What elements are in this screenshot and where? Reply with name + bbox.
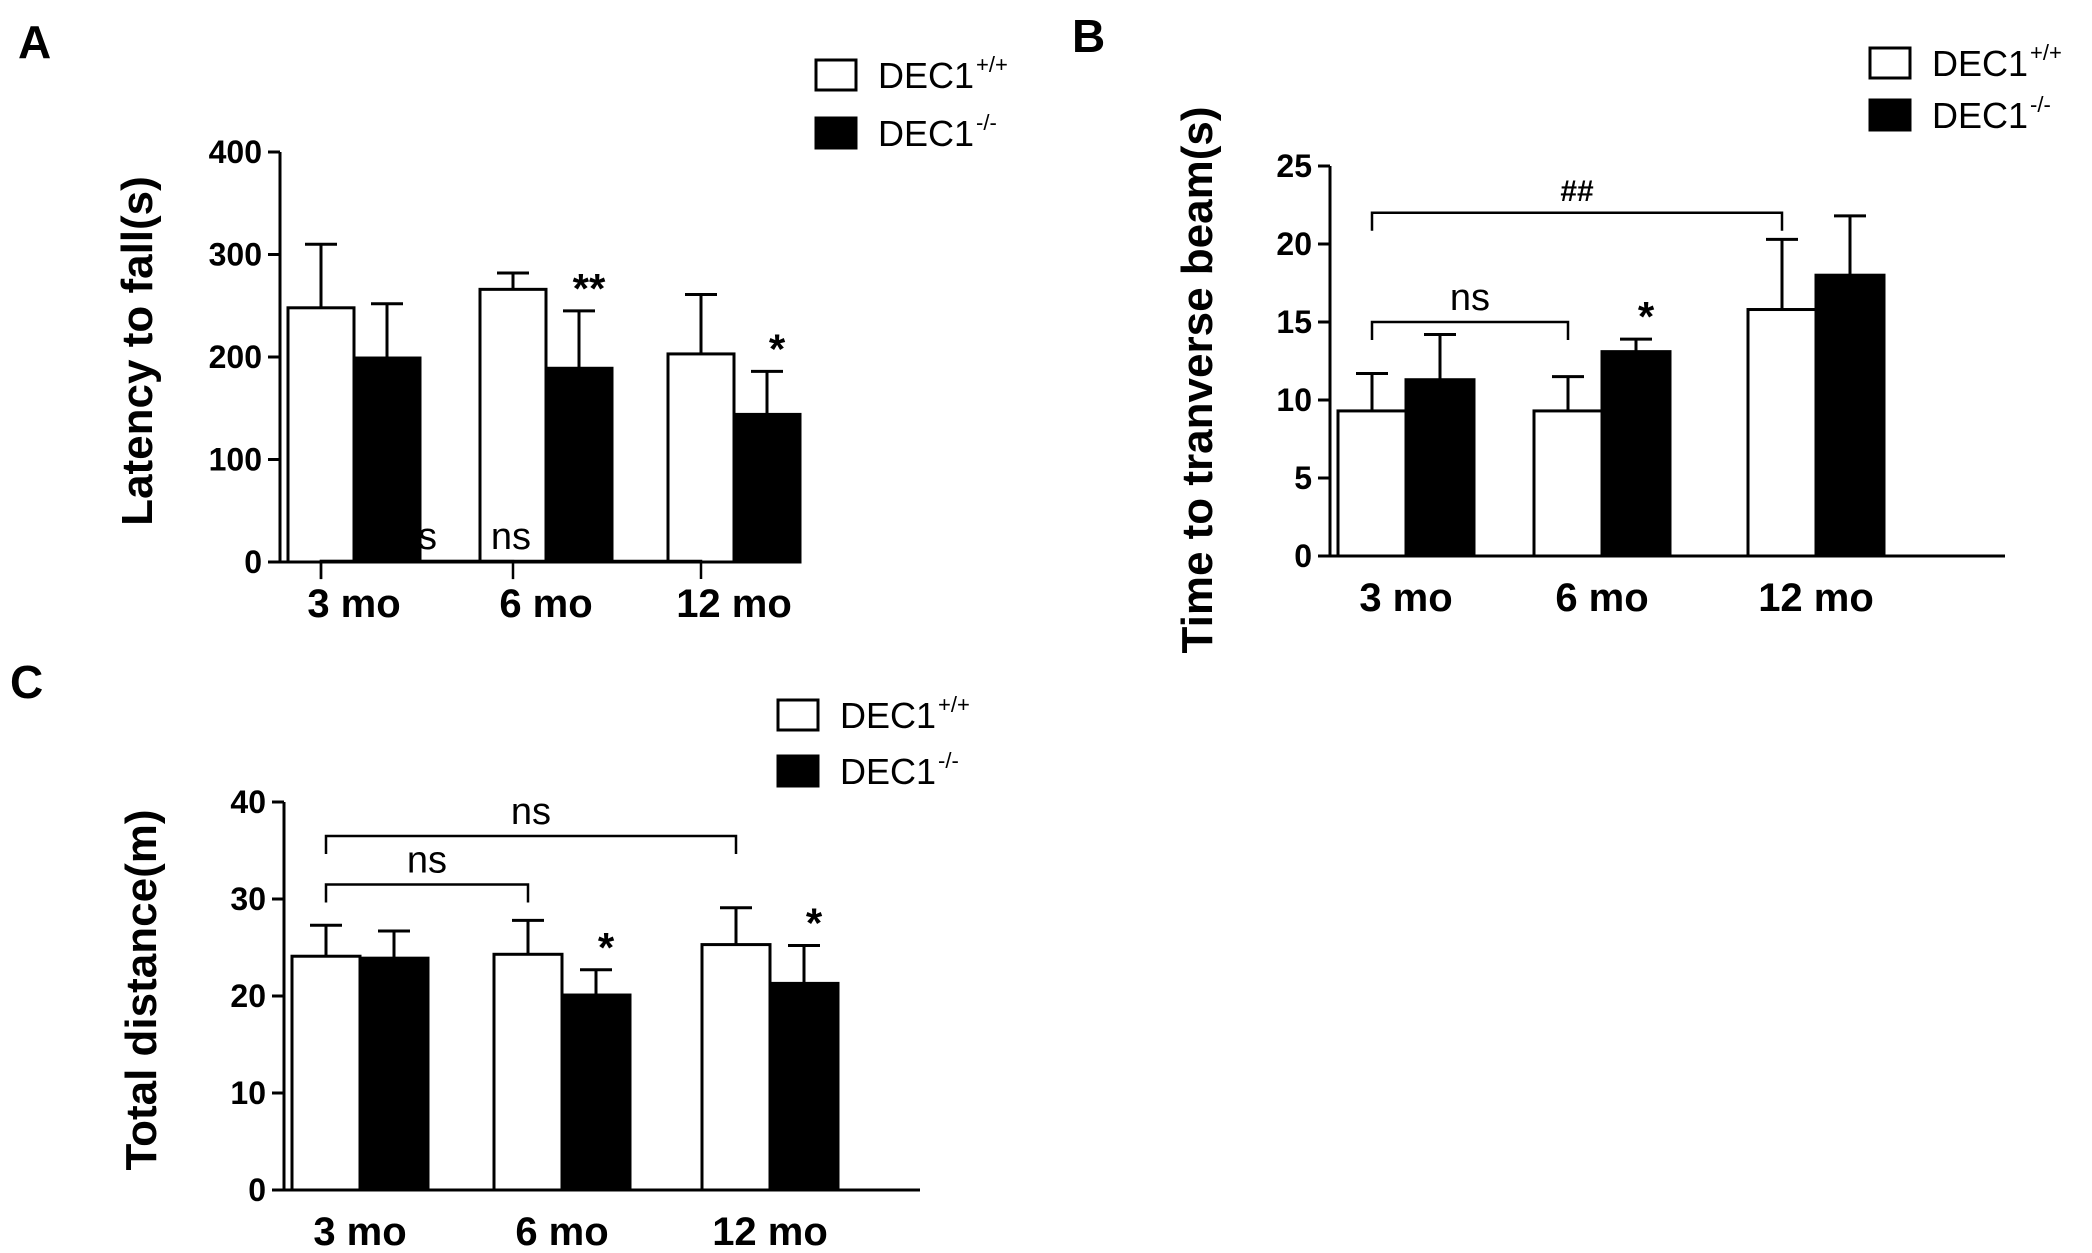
bars <box>290 906 840 1192</box>
x-tick-label: 6 mo <box>499 582 592 626</box>
legend-label: DEC1 <box>878 55 974 96</box>
bars <box>286 242 802 564</box>
bar <box>290 954 362 1192</box>
y-tick-label: 20 <box>1276 226 1312 262</box>
significance-star: * <box>769 325 786 372</box>
bar <box>286 306 356 564</box>
legend-swatch <box>776 754 820 788</box>
bar <box>1404 378 1476 558</box>
x-tick-label: 3 mo <box>307 582 400 626</box>
bar <box>1814 273 1886 558</box>
significance-bracket <box>319 559 703 579</box>
bar <box>478 287 548 564</box>
axes: 0 100 200 300 400 3 mo 6 mo 12 mo <box>209 134 792 626</box>
significance-bracket <box>1370 320 1570 340</box>
y-tick-label: 200 <box>209 339 262 375</box>
y-tick-label: 15 <box>1276 304 1312 340</box>
legend-superscript: +/+ <box>2030 40 2062 65</box>
bar <box>544 366 614 564</box>
legend-label: DEC1 <box>1932 43 2028 84</box>
y-axis-label: Latency to fall(s) <box>113 176 162 526</box>
significance-bracket <box>324 883 530 903</box>
panel-b: B Time to tranverse beam(s) 0 5 10 15 20 25 3 … <box>1072 10 2062 653</box>
bar <box>666 352 736 564</box>
y-tick-label: 20 <box>230 978 266 1014</box>
bar <box>1532 409 1604 558</box>
bar <box>768 981 840 1192</box>
significance-star: * <box>1638 293 1655 340</box>
legend-superscript: +/+ <box>938 692 970 717</box>
x-tick-label: 6 mo <box>1555 576 1648 620</box>
legend-superscript: +/+ <box>976 52 1008 77</box>
y-axis-label: Time to tranverse beam(s) <box>1173 107 1222 654</box>
y-tick-label: 40 <box>230 784 266 820</box>
significance-label: ns <box>397 516 437 558</box>
y-tick-label: 30 <box>230 881 266 917</box>
legend-superscript: -/- <box>2030 92 2051 117</box>
annotations: ns ## * <box>1370 175 1784 340</box>
legend-superscript: -/- <box>976 110 997 135</box>
bar <box>358 956 430 1192</box>
significance-star: ** <box>573 265 606 312</box>
x-tick-label: 3 mo <box>313 1210 406 1253</box>
legend-swatch <box>814 58 858 92</box>
y-tick-label: 10 <box>1276 382 1312 418</box>
bar <box>352 356 422 564</box>
significance-bracket <box>319 559 515 580</box>
y-tick-label: 5 <box>1294 460 1312 496</box>
bar <box>732 412 802 564</box>
legend: DEC1 +/+DEC1 -/- <box>1868 40 2062 136</box>
legend-swatch <box>814 116 858 150</box>
annotations: ns ns * * <box>324 791 823 971</box>
significance-label: ns <box>511 791 551 833</box>
legend: DEC1 +/+DEC1 -/- <box>776 692 970 792</box>
y-tick-label: 25 <box>1276 148 1312 184</box>
significance-star: * <box>806 900 823 947</box>
panel-letter-a: A <box>18 16 51 68</box>
significance-star: * <box>598 924 615 971</box>
annotations: ns ns*** <box>319 265 786 580</box>
significance-label: ns <box>407 839 447 881</box>
legend: DEC1 +/+DEC1 -/- <box>814 52 1008 154</box>
significance-bracket <box>1370 211 1784 231</box>
legend-swatch <box>1868 98 1912 132</box>
legend-swatch <box>1868 46 1912 80</box>
legend-label: DEC1 <box>878 113 974 154</box>
bar <box>492 952 564 1192</box>
y-tick-label: 100 <box>209 442 262 478</box>
panel-c: C Total distance(m) 0 10 20 30 40 3 mo 6 mo 12 … <box>10 656 970 1253</box>
significance-bracket <box>324 834 738 854</box>
x-tick-label: 12 mo <box>712 1210 828 1253</box>
y-tick-label: 10 <box>230 1075 266 1111</box>
legend-superscript: -/- <box>938 748 959 773</box>
legend-label: DEC1 <box>1932 95 2028 136</box>
legend-label: DEC1 <box>840 751 936 792</box>
y-tick-label: 0 <box>1294 538 1312 574</box>
bar <box>560 993 632 1192</box>
significance-label: ## <box>1560 175 1594 208</box>
panel-letter-c: C <box>10 656 43 708</box>
legend-label: DEC1 <box>840 695 936 736</box>
x-tick-label: 12 mo <box>676 582 792 626</box>
significance-label: ns <box>491 516 531 558</box>
bar <box>1746 308 1818 558</box>
y-tick-label: 300 <box>209 237 262 273</box>
panel-a: A Latency to fall(s) 0 100 200 300 400 3 mo 6 … <box>18 16 1008 626</box>
x-tick-label: 12 mo <box>1758 576 1874 620</box>
panel-letter-b: B <box>1072 10 1105 62</box>
bar <box>700 943 772 1192</box>
legend-swatch <box>776 698 820 732</box>
bar <box>1600 350 1672 558</box>
x-tick-label: 3 mo <box>1359 576 1452 620</box>
y-tick-label: 0 <box>244 544 262 580</box>
bars <box>1336 214 1886 558</box>
y-tick-label: 0 <box>248 1172 266 1208</box>
y-tick-label: 400 <box>209 134 262 170</box>
y-axis-label: Total distance(m) <box>117 809 166 1170</box>
bar <box>1336 409 1408 558</box>
significance-label: ns <box>1450 277 1490 319</box>
x-tick-label: 6 mo <box>515 1210 608 1253</box>
